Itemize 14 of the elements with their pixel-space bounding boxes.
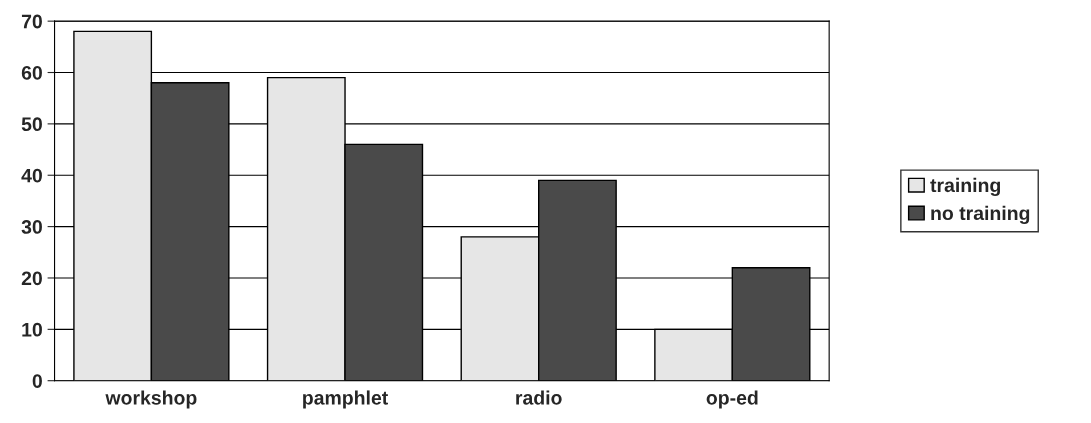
x-tick-label: workshop: [105, 390, 197, 409]
y-tick-label: 30: [21, 220, 42, 234]
y-tick-label: 20: [21, 271, 42, 286]
legend-label: training: [930, 177, 1001, 197]
y-tick-label: 0: [32, 374, 42, 388]
y-tick-label: 50: [21, 117, 42, 132]
y-tick-label: 10: [22, 322, 42, 337]
y-tick-label: 60: [21, 65, 42, 80]
y-tick-label: 40: [21, 168, 42, 183]
x-tick-label: pamphlet: [303, 390, 389, 409]
x-tick-label: radio: [516, 390, 562, 405]
x-tick-label: op-ed: [706, 390, 758, 409]
y-tick-label: 70: [21, 14, 42, 29]
legend-label: no training: [931, 205, 1030, 224]
